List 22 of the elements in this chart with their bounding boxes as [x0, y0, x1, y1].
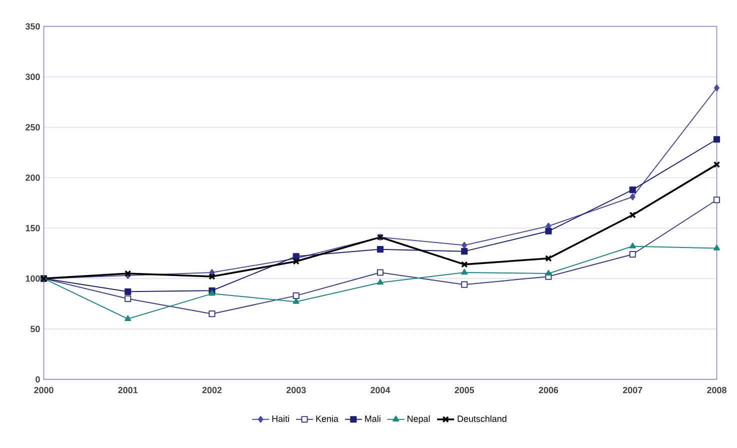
legend-label: Kenia: [316, 415, 338, 422]
x-tick-label: 2004: [370, 386, 390, 394]
y-tick-label: 350: [25, 23, 40, 30]
legend-label: Mali: [365, 415, 380, 422]
legend-label: Haiti: [272, 415, 289, 422]
x-tick-label: 2002: [202, 386, 222, 394]
y-tick-label: 50: [30, 326, 40, 332]
y-tick-label: 200: [26, 174, 40, 181]
legend-label: Deutschland: [458, 415, 506, 422]
legend-label: Nepal: [408, 415, 430, 424]
x-tick-label: 2000: [34, 386, 54, 394]
y-tick-label: 0: [36, 376, 40, 383]
x-tick-label: 2005: [454, 386, 474, 394]
y-tick-label: 300: [25, 74, 40, 80]
x-tick-label: 2006: [538, 386, 558, 394]
x-tick-label: 2001: [118, 386, 138, 394]
x-tick-label: 2008: [707, 386, 726, 394]
y-tick-label: 100: [26, 275, 40, 282]
x-tick-label: 2007: [622, 386, 642, 394]
y-tick-label: 150: [26, 224, 40, 232]
x-tick-label: 2003: [286, 386, 306, 394]
y-tick-label: 250: [26, 124, 40, 130]
